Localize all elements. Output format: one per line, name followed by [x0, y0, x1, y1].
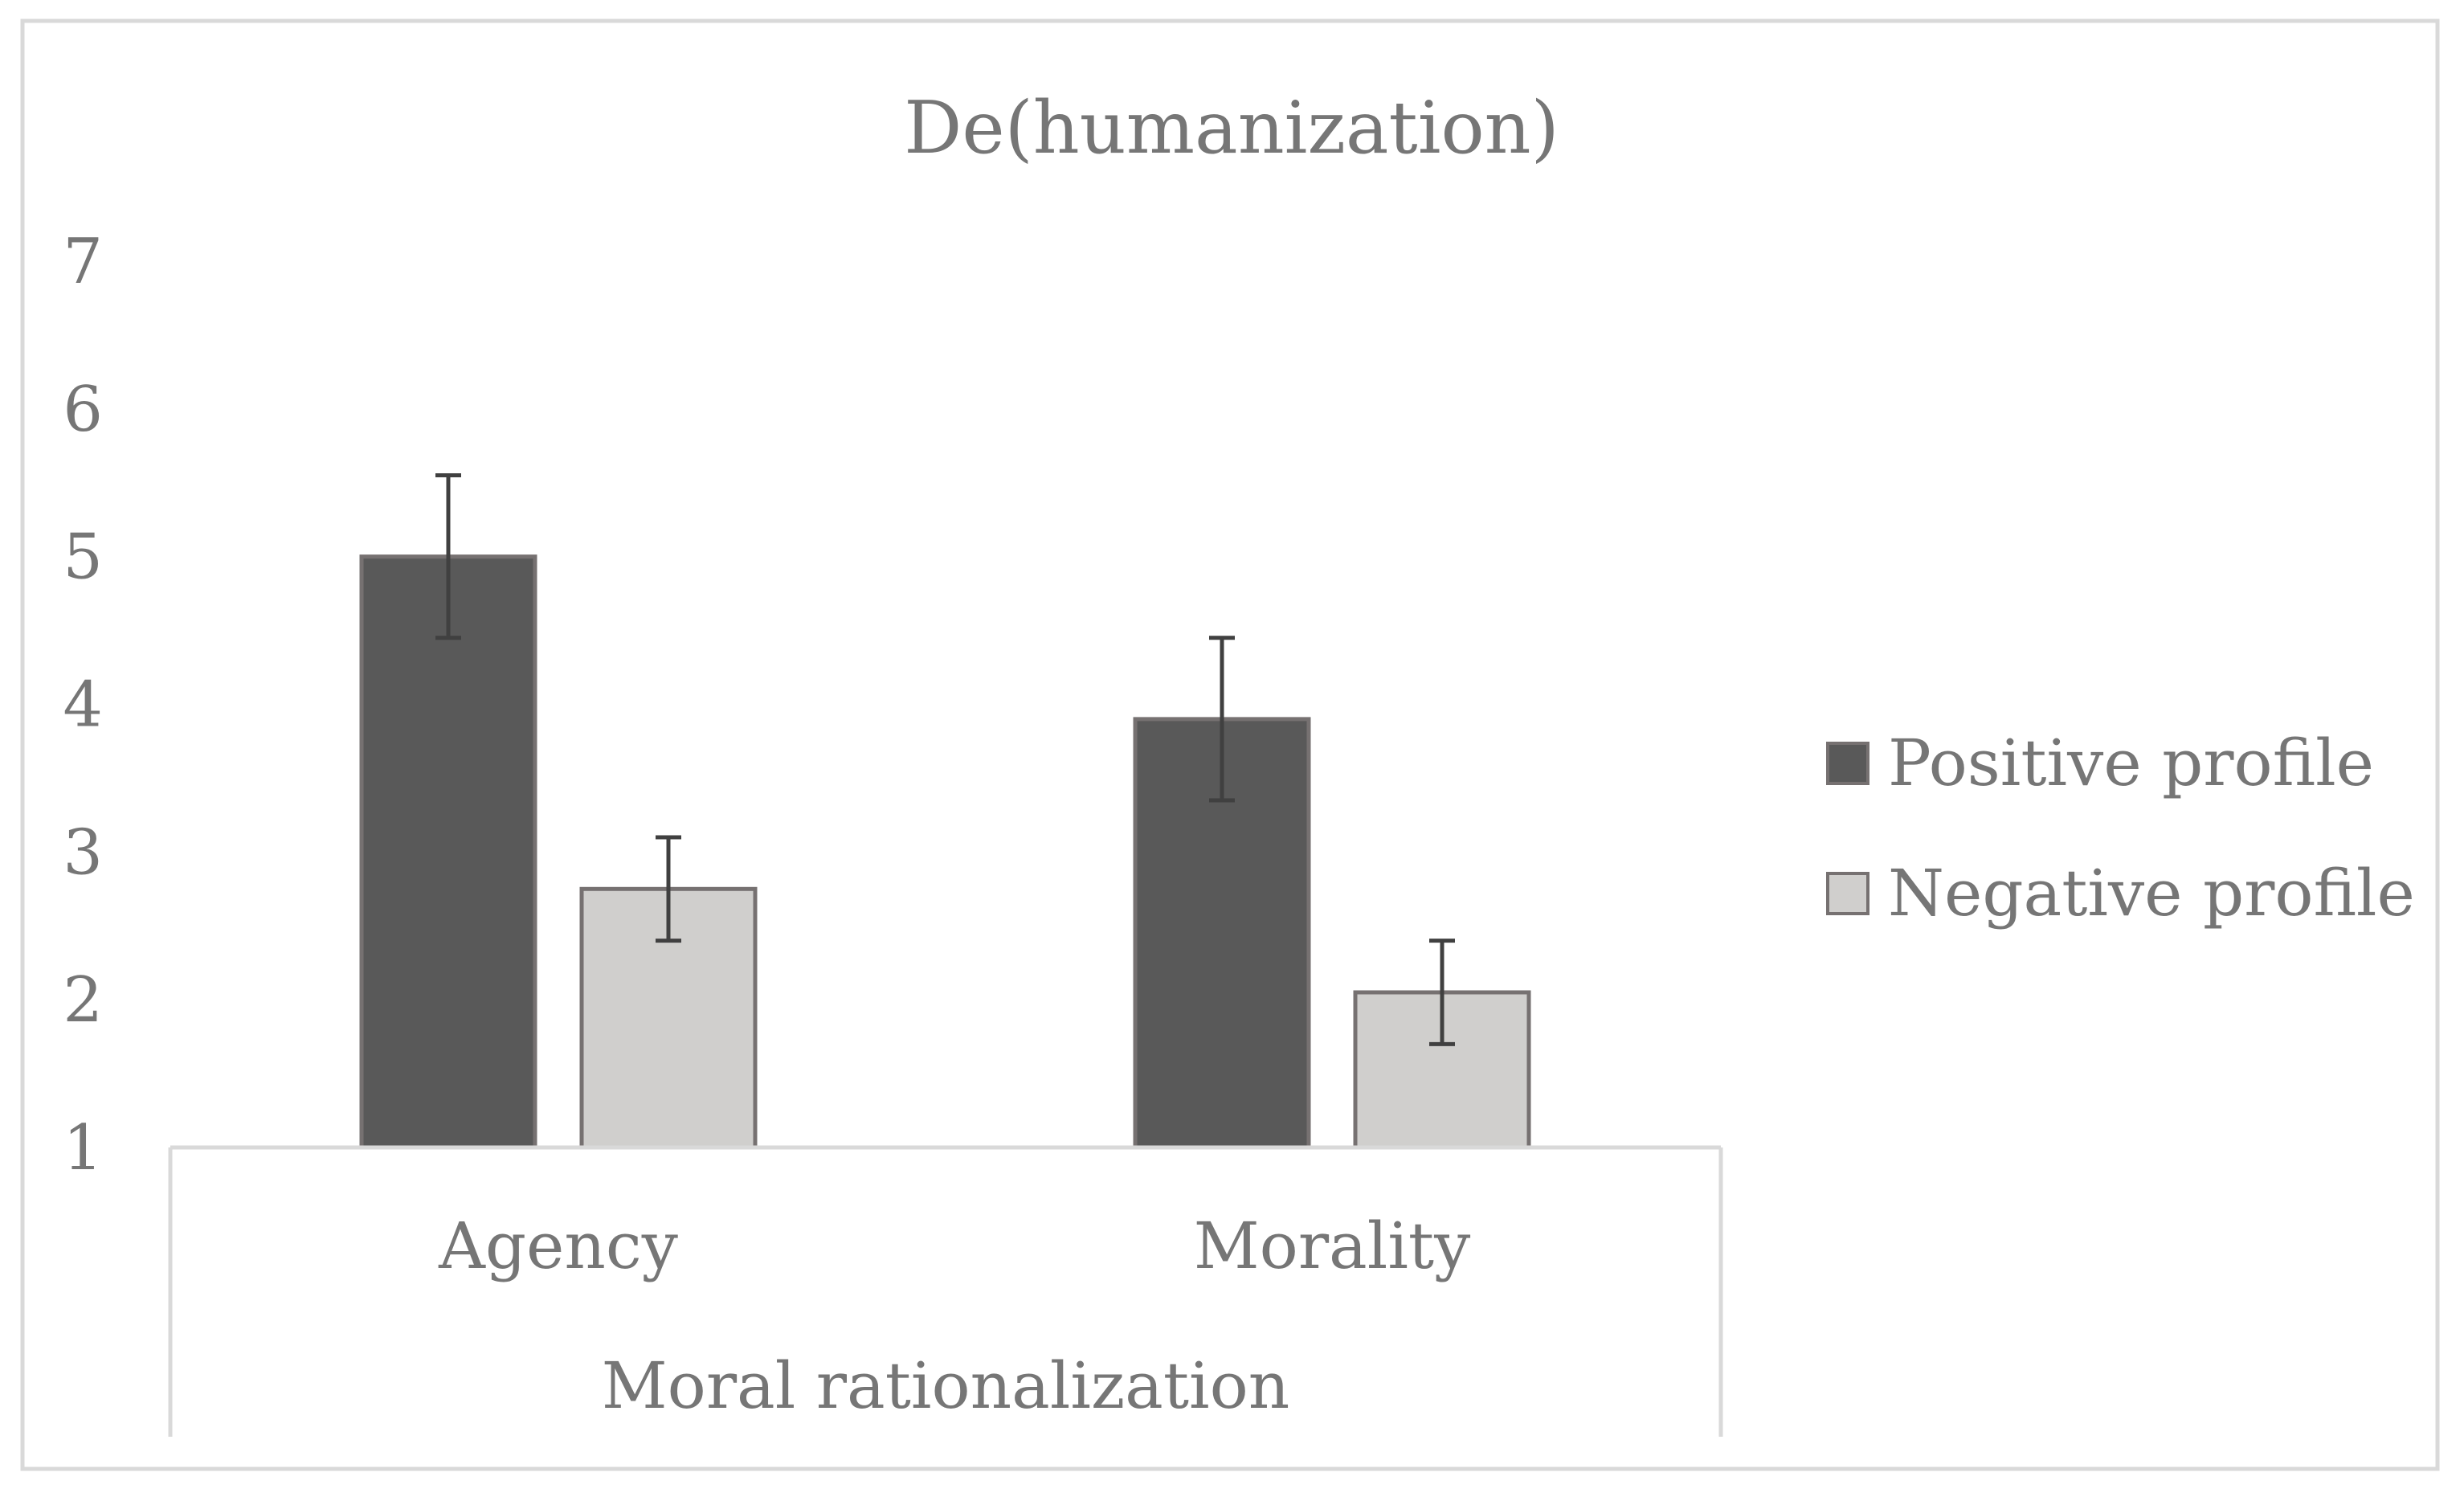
legend-label-positive: Positive profile [1888, 726, 2374, 800]
y-tick-label: 1 [63, 1112, 103, 1184]
chart-title: De(humanization) [904, 86, 1559, 170]
x-axis: Agency Morality Moral rationalization [168, 1145, 1723, 1437]
y-axis-ticks: 1 2 3 4 5 6 7 [63, 226, 103, 1184]
category-label-morality: Morality [1194, 1209, 1471, 1283]
error-bars [435, 473, 1455, 1046]
legend-swatch-positive [1826, 742, 1869, 785]
category-label-agency: Agency [438, 1209, 678, 1283]
legend-label-negative: Negative profile [1888, 856, 2415, 931]
y-tick-label: 7 [63, 226, 103, 298]
legend: Positive profile Negative profile [1826, 726, 2415, 931]
y-tick-label: 5 [63, 521, 103, 594]
y-tick-label: 4 [63, 669, 103, 742]
group-axis-label: Moral rationalization [602, 1348, 1290, 1423]
y-tick-label: 2 [63, 964, 103, 1037]
legend-swatch-negative [1826, 872, 1869, 915]
bar-agency-positive [359, 554, 537, 1150]
y-tick-label: 6 [63, 374, 103, 446]
y-tick-label: 3 [63, 816, 103, 889]
